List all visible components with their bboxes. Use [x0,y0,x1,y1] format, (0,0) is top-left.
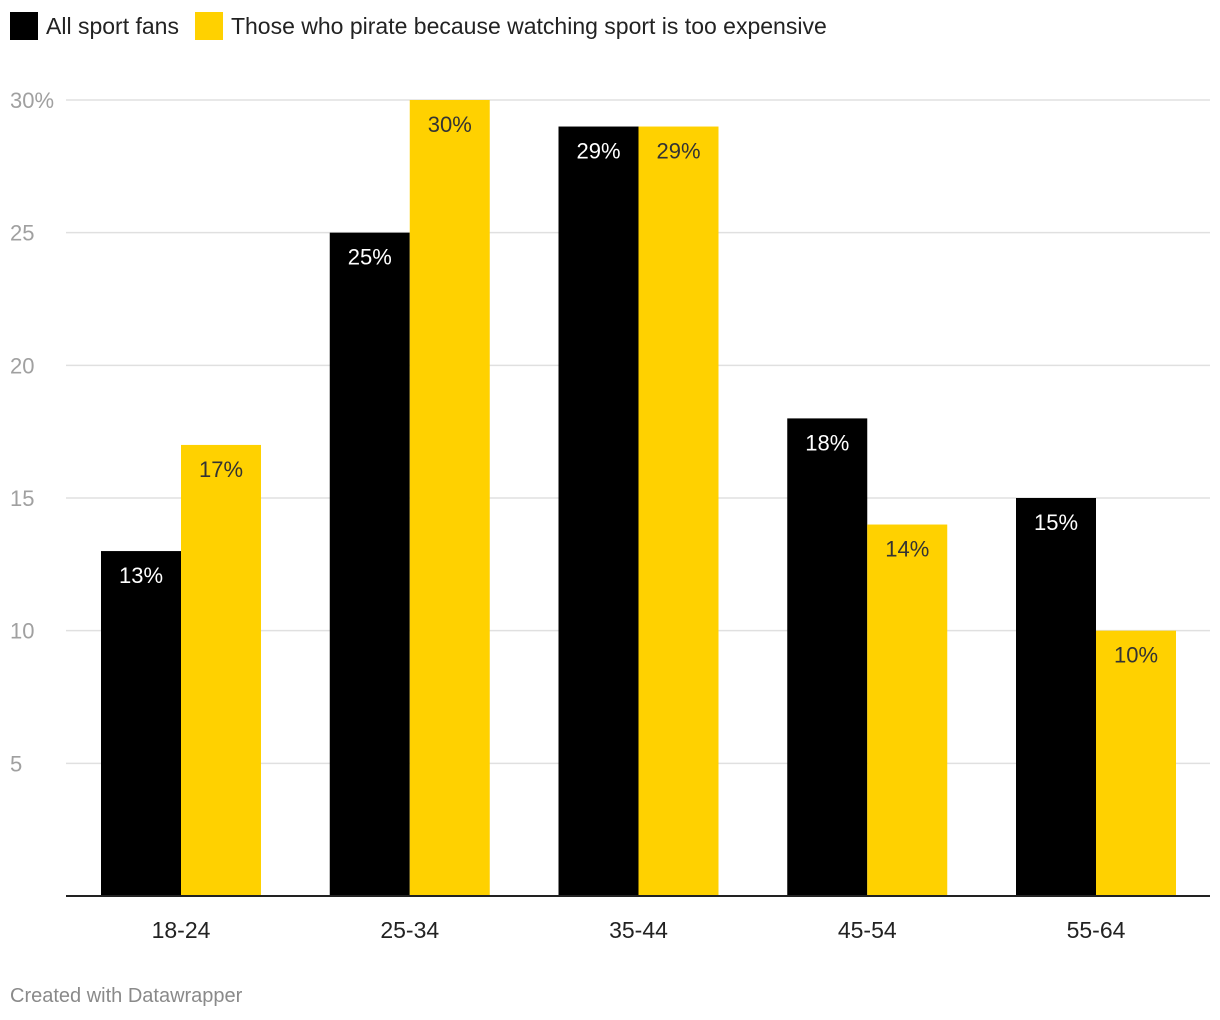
bar [558,126,639,897]
bar [101,551,181,896]
legend-swatch-pirates [194,12,223,40]
bar-chart: 30% 25 20 15 10 5 13% 17% 18-24 25% 30% 25-34 29% 29%… [10,88,1210,943]
bar [1016,498,1096,896]
y-tick-label: 10 [10,619,34,644]
data-label: 25% [348,245,392,270]
legend-label-all-sport-fans: All sport fans [46,12,179,39]
data-label: 29% [576,139,620,164]
data-label: 15% [1034,510,1078,535]
x-tick-label: 55-64 [1067,917,1126,943]
bar [1096,630,1176,896]
footer-credit: Created with Datawrapper [10,985,243,1007]
bar [787,418,868,896]
y-tick-label: 15 [10,486,34,511]
chart-legend: All sport fans Those who pirate because … [10,11,843,41]
y-tick-label: 25 [10,221,34,246]
bar [409,100,490,896]
bar [867,524,948,896]
legend-label-pirates: Those who pirate because watching sport … [230,12,827,39]
bar [181,444,261,896]
data-label: 10% [1114,643,1158,668]
x-tick-label: 45-54 [838,917,897,943]
data-label: 14% [885,537,929,562]
legend-swatch-all-sport-fans [10,12,38,40]
data-label: 17% [199,457,243,482]
x-tick-label: 25-34 [380,917,439,943]
y-tick-label: 20 [10,353,34,378]
data-label: 18% [805,430,849,455]
legend-item-all-sport-fans: All sport fans [10,12,179,40]
bar [638,126,719,897]
data-label: 13% [119,563,163,588]
x-tick-label: 35-44 [609,917,668,943]
bar [329,232,410,896]
data-label: 30% [428,112,472,137]
y-tick-label: 5 [10,751,22,776]
y-tick-label: 30% [10,88,54,113]
x-tick-label: 18-24 [152,917,211,943]
legend-item-pirates: Those who pirate because watching sport … [194,12,827,40]
data-label: 29% [656,139,700,164]
